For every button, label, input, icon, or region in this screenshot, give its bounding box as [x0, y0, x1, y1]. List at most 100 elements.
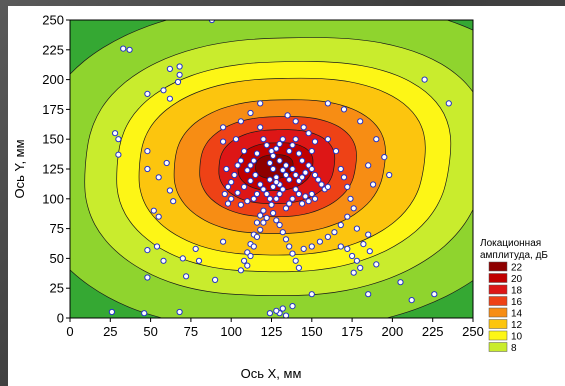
legend-title-line2: амплитуда, дБ	[480, 250, 548, 261]
y-tick-label: 225	[42, 42, 64, 57]
data-point	[257, 212, 264, 219]
legend-swatch	[488, 307, 508, 318]
x-tick-label: 250	[462, 324, 484, 339]
data-point	[282, 171, 290, 179]
data-point	[223, 165, 230, 173]
data-point	[340, 106, 348, 113]
x-tick-label: 225	[422, 324, 444, 339]
legend-label: 12	[511, 320, 523, 331]
data-point	[299, 200, 306, 207]
data-point	[273, 195, 280, 202]
data-point	[300, 124, 307, 131]
data-point	[266, 195, 273, 202]
x-tick-label: 175	[341, 324, 363, 339]
data-point	[166, 187, 173, 194]
data-point	[273, 217, 280, 224]
data-point	[150, 207, 157, 214]
data-point	[340, 174, 348, 181]
data-point	[357, 264, 364, 271]
data-point	[324, 183, 331, 190]
data-point	[155, 174, 162, 181]
data-point	[324, 100, 331, 107]
data-point	[289, 303, 296, 310]
data-point	[381, 154, 388, 161]
data-point	[284, 112, 291, 119]
data-point	[332, 148, 340, 155]
data-point	[153, 243, 161, 250]
x-tick-label: 50	[143, 324, 157, 339]
legend-label: 8	[511, 343, 517, 354]
data-point	[257, 124, 264, 131]
data-point	[308, 148, 315, 155]
data-point	[266, 176, 273, 183]
data-point	[316, 238, 323, 245]
data-point	[353, 257, 360, 264]
x-tick-label: 150	[301, 324, 323, 339]
data-point	[263, 142, 270, 149]
data-point	[257, 100, 264, 107]
data-point	[360, 241, 367, 248]
data-point	[220, 238, 227, 245]
data-point	[270, 183, 277, 190]
data-point	[279, 305, 286, 312]
y-tick-label: 25	[50, 281, 64, 296]
data-point	[295, 264, 302, 271]
data-point	[244, 262, 251, 269]
data-point	[299, 157, 306, 164]
legend-label: 16	[511, 297, 523, 308]
data-point	[144, 165, 151, 173]
data-point	[115, 136, 122, 143]
data-point	[220, 138, 227, 145]
data-point	[289, 142, 296, 149]
data-point	[228, 195, 235, 202]
data-point	[300, 245, 307, 252]
legend-swatch	[488, 319, 508, 329]
data-point	[163, 159, 170, 167]
data-point	[315, 176, 322, 183]
data-point	[295, 150, 302, 157]
data-point	[279, 186, 286, 193]
x-tick-label: 100	[220, 324, 242, 339]
data-point	[302, 169, 309, 176]
data-point	[299, 174, 306, 181]
y-tick-label: 150	[42, 132, 64, 147]
chart-frame: 0 25 50 75 100 125 150 175 200 225 250 0 25 50 75 100 1…	[8, 6, 565, 386]
data-point	[365, 162, 372, 169]
x-axis-label: Ось X, мм	[241, 366, 302, 381]
data-point	[247, 109, 254, 117]
data-point	[324, 136, 331, 143]
data-point	[241, 257, 248, 264]
data-point	[176, 308, 183, 316]
data-point	[445, 100, 452, 107]
data-point	[250, 195, 257, 202]
data-point	[220, 124, 227, 131]
data-point	[266, 159, 273, 167]
data-point	[292, 118, 299, 125]
data-point	[286, 176, 293, 183]
data-point	[237, 267, 244, 274]
x-tick-label: 75	[184, 324, 198, 339]
x-axis-ticks: 0 25 50 75 100 125 150 175 200 225 250	[66, 318, 484, 339]
legend-swatch	[488, 342, 508, 352]
data-point	[344, 183, 351, 190]
data-point	[349, 252, 356, 260]
data-point	[241, 183, 248, 190]
data-point	[302, 193, 309, 200]
data-point	[192, 245, 199, 252]
data-point	[289, 165, 296, 173]
y-axis-ticks: 0 25 50 75 100 125 150 175 200 225 250	[42, 13, 70, 326]
data-point	[266, 310, 273, 317]
data-point	[273, 145, 280, 152]
data-point	[144, 148, 151, 155]
data-point	[260, 219, 267, 226]
data-point	[350, 269, 357, 276]
legend-label: 14	[511, 309, 523, 320]
legend: Локационная амплитуда, дБ 22201816141210…	[480, 238, 548, 354]
legend-swatch	[488, 330, 508, 341]
data-point	[263, 214, 270, 221]
data-point	[221, 190, 228, 198]
legend-swatch	[488, 284, 508, 295]
data-point	[311, 138, 319, 145]
x-tick-label: 125	[261, 324, 283, 339]
legend-swatch	[488, 273, 508, 283]
